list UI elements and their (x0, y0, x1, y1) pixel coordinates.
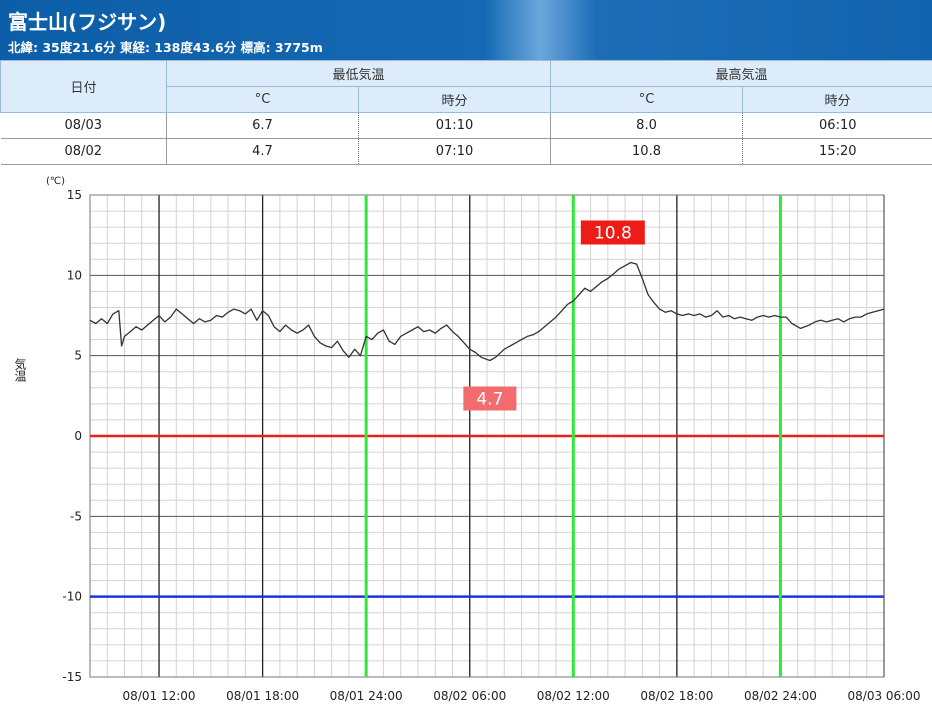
station-header: 富士山(フジサン) 北緯: 35度21.6分 東経: 138度43.6分 標高:… (0, 0, 932, 60)
station-name: 富士山(フジサン) (8, 10, 167, 34)
table-row: 08/03 6.7 01:10 8.0 06:10 (0, 112, 932, 139)
row-min-temp: 6.7 (166, 112, 359, 139)
x-tick-label: 08/01 12:00 (123, 689, 196, 703)
row-max-temp: 10.8 (550, 138, 743, 165)
x-tick-label: 08/01 18:00 (226, 689, 299, 703)
temperature-series-line (89, 261, 885, 362)
temperature-table: 日付 最低気温 最高気温 °C 時分 °C 時分 08/03 6.7 01:10… (0, 60, 932, 165)
station-location: 北緯: 35度21.6分 東経: 138度43.6分 標高: 3775m (8, 40, 323, 55)
x-tick-label: 08/02 24:00 (744, 689, 817, 703)
annotation-box (463, 386, 517, 411)
min-time-header: 時分 (357, 86, 552, 113)
x-tick-label: 08/02 18:00 (640, 689, 713, 703)
x-tick-label: 08/01 24:00 (330, 689, 403, 703)
max-time-header: 時分 (742, 86, 932, 113)
row-min-time: 07:10 (357, 138, 551, 165)
y-tick-label: 0 (74, 429, 82, 443)
min-temp-annotation: 4.7 (476, 389, 503, 409)
row-date: 08/02 (0, 138, 167, 165)
min-temp-header: 最低気温 (165, 60, 552, 87)
x-tick-label: 08/02 12:00 (537, 689, 610, 703)
y-unit-label: (℃) (46, 176, 65, 187)
y-tick-label: -5 (70, 509, 82, 523)
max-temp-header: 最高気温 (550, 60, 932, 87)
y-tick-label: -10 (62, 590, 82, 604)
y-tick-label: -15 (62, 670, 82, 684)
row-date: 08/03 (0, 112, 167, 139)
date-header: 日付 (0, 60, 167, 113)
row-max-time: 15:20 (742, 138, 932, 165)
y-tick-label: 5 (74, 349, 82, 363)
row-min-time: 01:10 (357, 112, 551, 139)
min-unit-header: °C (166, 86, 359, 113)
y-tick-label: 15 (67, 188, 82, 202)
row-max-temp: 8.0 (550, 112, 743, 139)
y-axis-label: 気温 (13, 357, 27, 382)
temperature-chart: 15 10 5 0 -5 -10 -15 08/01 12:00 08/01 18:00 08/0… (13, 176, 921, 703)
table-row: 08/02 4.7 07:10 10.8 15:20 (0, 138, 932, 165)
x-tick-label: 08/02 06:00 (433, 689, 506, 703)
row-min-temp: 4.7 (166, 138, 359, 165)
annotation-box (580, 220, 645, 245)
x-tick-label: 08/03 06:00 (848, 689, 921, 703)
max-unit-header: °C (550, 86, 744, 113)
max-temp-annotation: 10.8 (594, 223, 632, 243)
y-tick-label: 10 (67, 268, 82, 282)
row-max-time: 06:10 (742, 112, 932, 139)
